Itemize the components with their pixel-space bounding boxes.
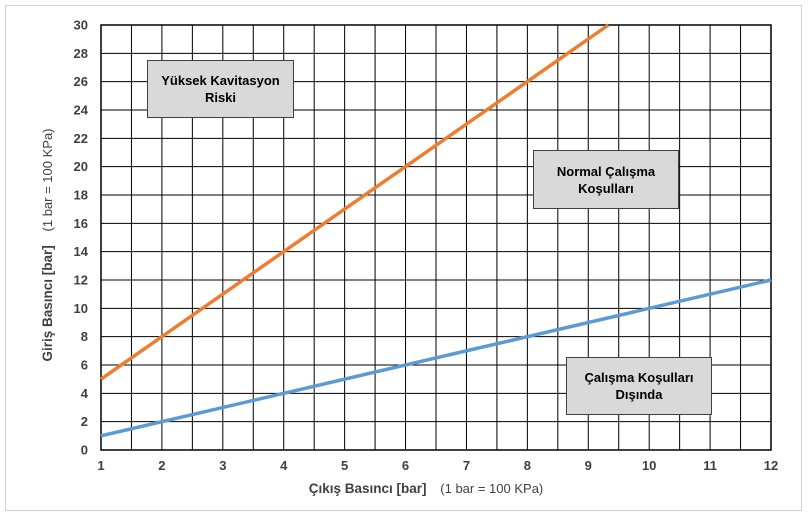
x-tick-label: 6 bbox=[402, 458, 409, 473]
y-axis-title: Giriş Basıncı [bar] (1 bar = 100 KPa) bbox=[40, 128, 55, 361]
y-tick-label: 10 bbox=[74, 301, 88, 316]
y-tick-label: 14 bbox=[74, 244, 89, 259]
x-axis-note: (1 bar = 100 KPa) bbox=[440, 481, 543, 496]
x-tick-label: 8 bbox=[524, 458, 531, 473]
x-axis-title: Çıkış Basıncı [bar] (1 bar = 100 KPa) bbox=[309, 481, 544, 496]
y-tick-label: 4 bbox=[81, 386, 89, 401]
x-tick-label: 4 bbox=[280, 458, 288, 473]
y-tick-label: 20 bbox=[74, 159, 88, 174]
x-tick-label: 11 bbox=[703, 458, 717, 473]
x-tick-label: 3 bbox=[219, 458, 226, 473]
y-tick-label: 12 bbox=[74, 273, 88, 288]
y-tick-label: 6 bbox=[81, 358, 88, 373]
y-tick-label: 8 bbox=[81, 329, 88, 344]
y-axis-note: (1 bar = 100 KPa) bbox=[40, 128, 55, 231]
annotation-normal: Normal Çalışma Koşulları bbox=[533, 150, 679, 209]
x-tick-label: 1 bbox=[97, 458, 104, 473]
x-tick-label: 10 bbox=[642, 458, 656, 473]
x-tick-label: 7 bbox=[463, 458, 470, 473]
series-group bbox=[99, 23, 772, 438]
y-tick-label: 2 bbox=[81, 414, 88, 429]
y-tick-label: 22 bbox=[74, 131, 88, 146]
x-tick-labels: 1 2 3 4 5 6 7 8 9 10 11 12 bbox=[97, 458, 778, 473]
annotation-outside: Çalışma Koşulları Dışında bbox=[566, 357, 712, 415]
series-line-upper-limit bbox=[99, 23, 610, 381]
y-tick-label: 30 bbox=[74, 18, 88, 33]
x-tick-label: 2 bbox=[158, 458, 165, 473]
x-axis-label: Çıkış Basıncı [bar] bbox=[309, 481, 427, 496]
x-tick-label: 5 bbox=[341, 458, 348, 473]
plot-border bbox=[100, 24, 772, 451]
x-tick-label: 9 bbox=[585, 458, 592, 473]
x-tick-label: 12 bbox=[764, 458, 778, 473]
series-line-lower-limit bbox=[100, 278, 772, 438]
annotation-high-cavitation: Yüksek Kavitasyon Riski bbox=[147, 60, 294, 118]
y-tick-label: 28 bbox=[74, 46, 88, 61]
y-tick-label: 18 bbox=[74, 188, 88, 203]
y-tick-label: 24 bbox=[74, 103, 89, 118]
chart-frame bbox=[5, 5, 802, 511]
y-tick-label: 0 bbox=[81, 443, 88, 458]
y-tick-label: 26 bbox=[74, 74, 88, 89]
y-axis-label: Giriş Basıncı [bar] bbox=[40, 245, 55, 361]
y-tick-label: 16 bbox=[74, 216, 88, 231]
